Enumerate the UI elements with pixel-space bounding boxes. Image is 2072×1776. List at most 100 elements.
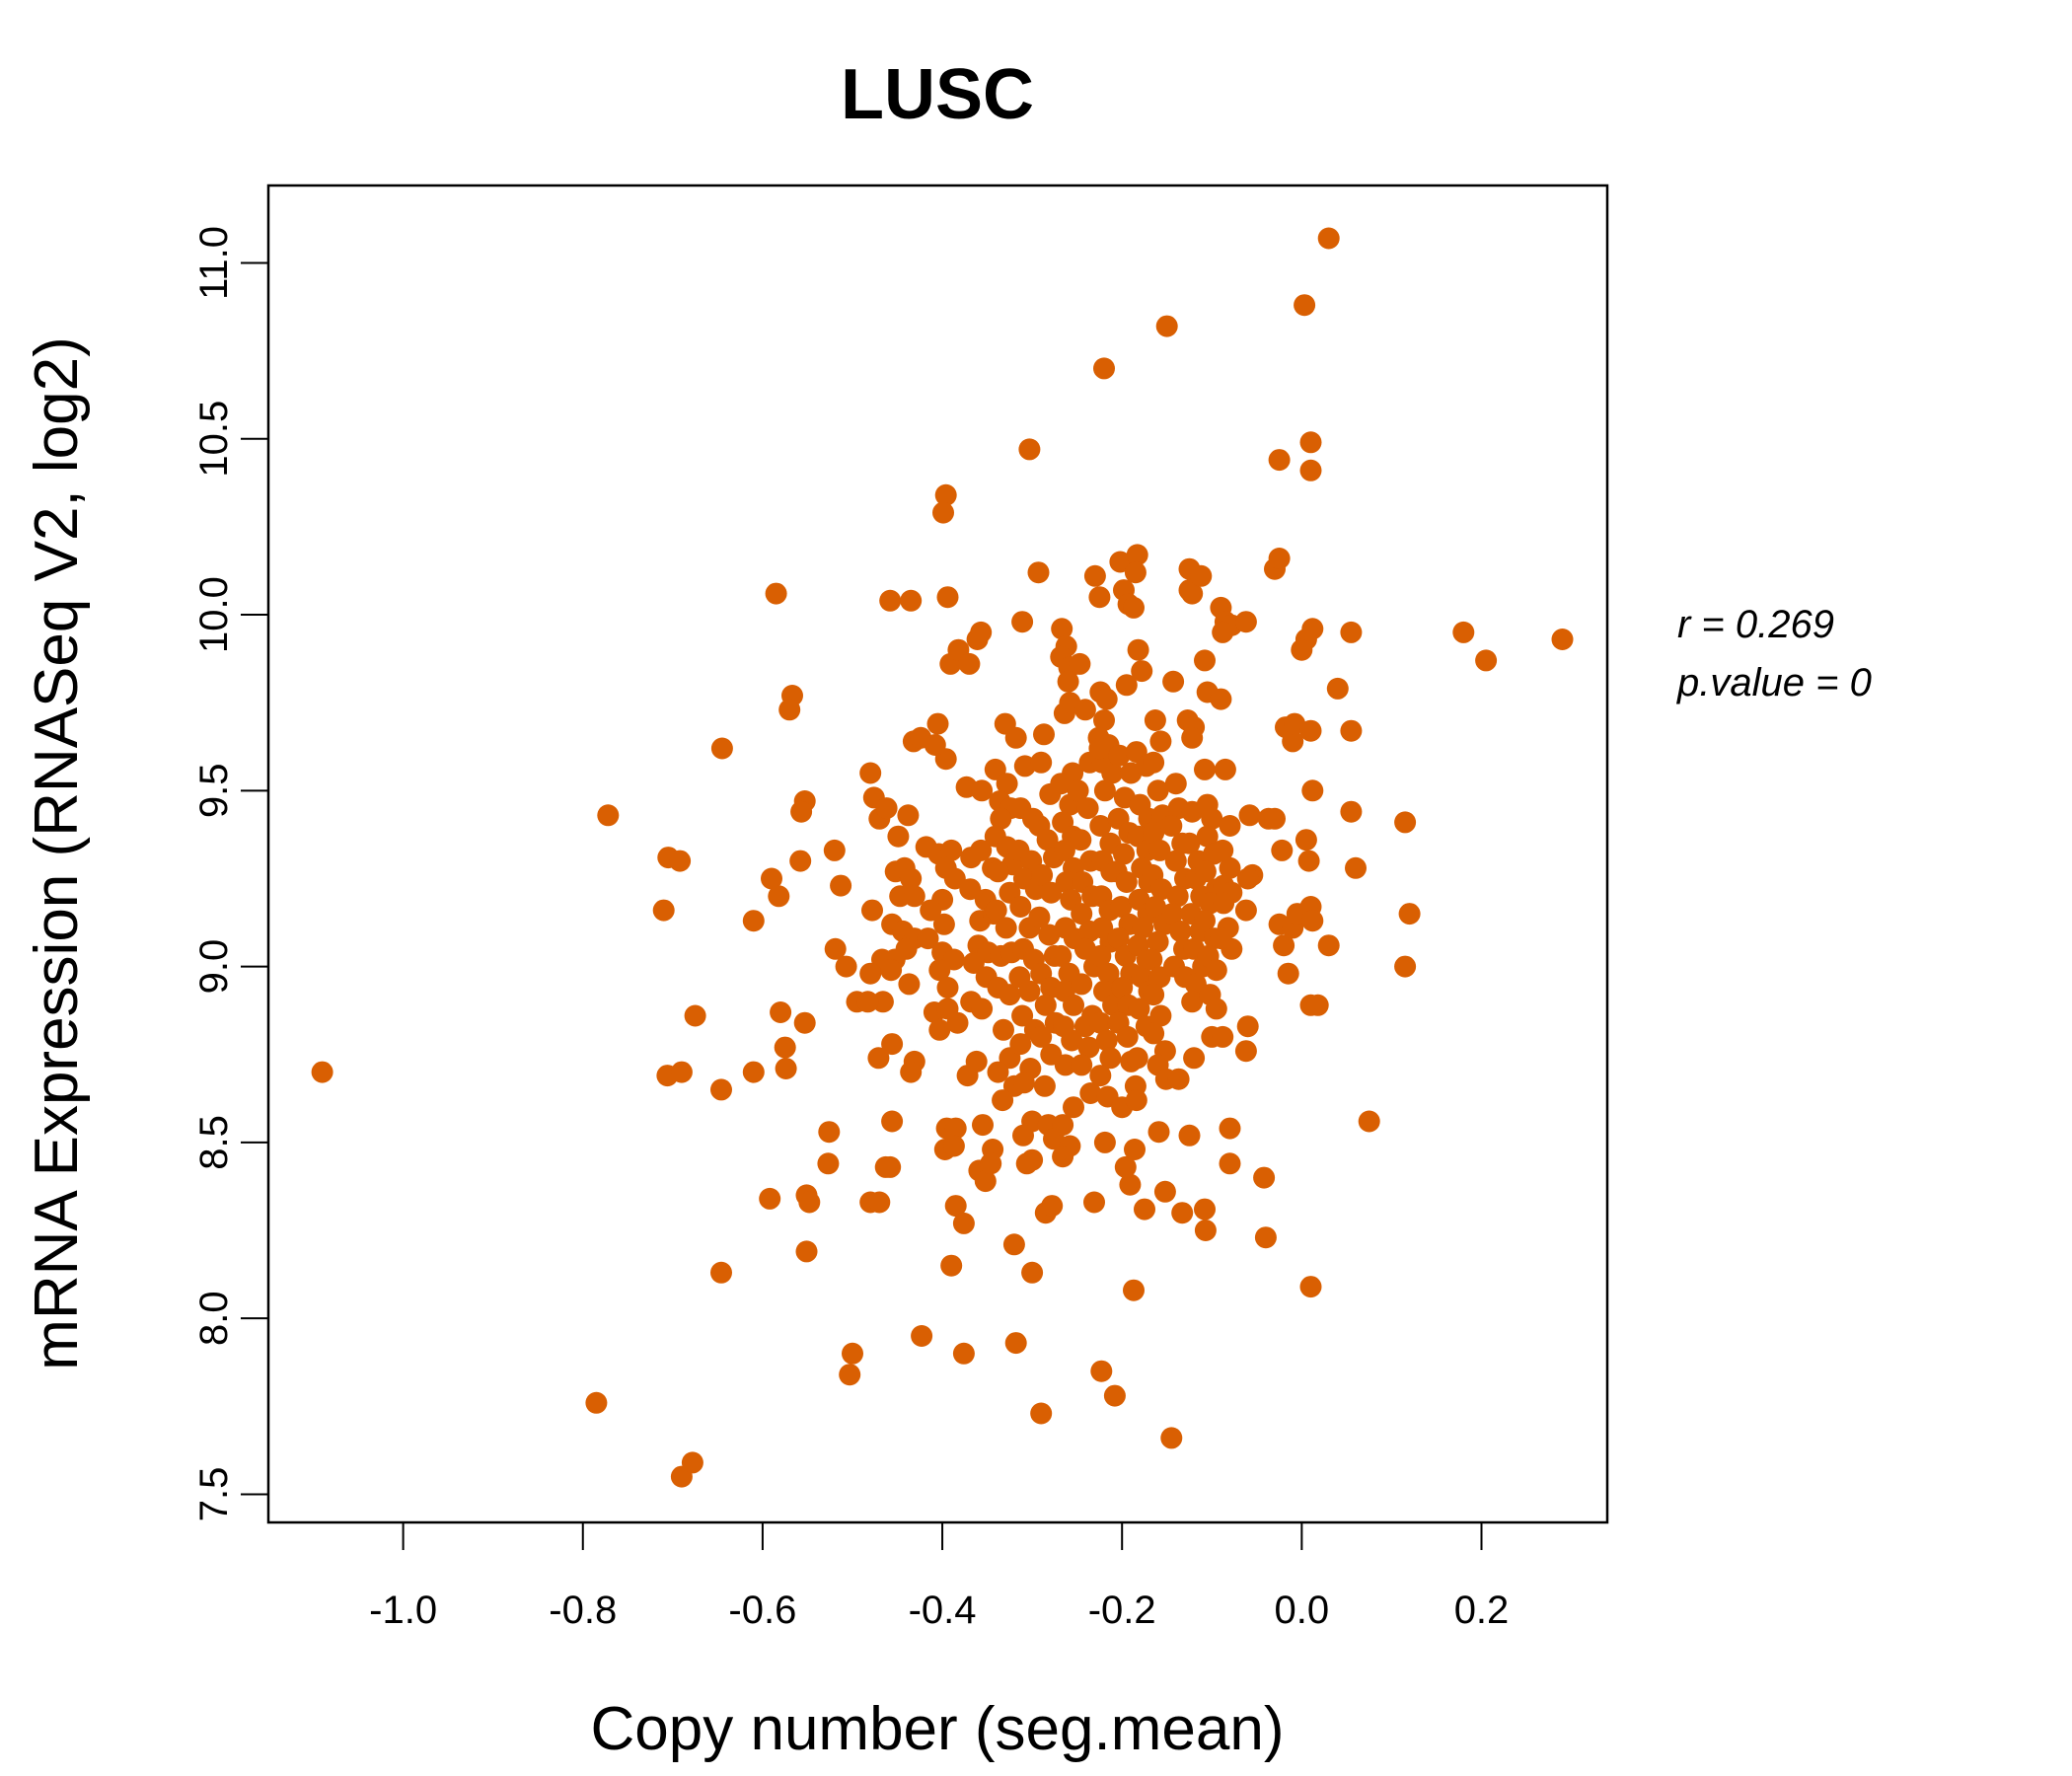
data-point	[1002, 1233, 1025, 1256]
data-point	[1115, 674, 1138, 697]
data-point	[1394, 811, 1417, 834]
data-point	[1178, 832, 1201, 854]
data-point	[1012, 1072, 1035, 1094]
data-point	[1149, 730, 1172, 753]
data-point	[1053, 839, 1075, 861]
data-point	[1054, 1054, 1076, 1076]
data-point	[944, 1195, 967, 1218]
data-point	[1149, 1004, 1172, 1027]
data-point	[1166, 885, 1189, 908]
data-point	[798, 1191, 821, 1214]
data-point	[1009, 1033, 1032, 1056]
data-point	[1093, 709, 1115, 731]
data-point	[1015, 1152, 1038, 1175]
data-point	[1268, 548, 1291, 569]
data-point	[1210, 688, 1232, 710]
data-point	[1030, 1402, 1053, 1425]
data-point	[1004, 1332, 1027, 1355]
data-point	[1164, 773, 1187, 795]
data-point	[952, 1342, 975, 1365]
data-point	[1213, 892, 1235, 915]
data-point	[1071, 973, 1093, 996]
data-point	[1107, 927, 1130, 950]
data-point	[1234, 899, 1257, 922]
data-point	[1326, 677, 1349, 700]
data-point	[970, 621, 993, 643]
data-point	[1317, 934, 1340, 957]
data-point	[900, 1061, 923, 1083]
data-point	[742, 910, 765, 932]
data-point	[1219, 1117, 1241, 1140]
data-point	[1125, 1089, 1147, 1112]
data-point	[1013, 755, 1036, 777]
data-point	[585, 1391, 608, 1414]
data-point	[670, 1061, 693, 1083]
data-point	[887, 825, 910, 848]
data-point	[1009, 896, 1032, 918]
data-point	[990, 807, 1012, 830]
data-point	[1236, 867, 1259, 890]
data-point	[1041, 1195, 1064, 1218]
data-point	[1160, 1427, 1183, 1449]
data-point	[911, 1325, 933, 1347]
data-point	[970, 839, 993, 861]
data-point	[1123, 1279, 1145, 1301]
data-point	[1034, 994, 1057, 1016]
data-point	[1077, 1036, 1100, 1059]
data-point	[1109, 551, 1132, 573]
data-point	[1306, 994, 1329, 1016]
data-point	[1119, 1173, 1142, 1196]
data-point	[936, 977, 959, 999]
x-tick-label: 0.2	[1454, 1589, 1510, 1632]
data-point	[1090, 1360, 1113, 1382]
data-point	[1143, 751, 1165, 774]
data-point	[1028, 906, 1051, 928]
data-point	[1299, 719, 1322, 742]
data-point	[793, 1011, 816, 1034]
data-point	[761, 867, 782, 890]
data-point	[1018, 438, 1041, 461]
data-point	[1089, 815, 1112, 837]
data-point	[1093, 357, 1115, 380]
data-point	[1033, 1074, 1056, 1097]
data-point	[1277, 962, 1299, 985]
data-point	[1143, 984, 1165, 1006]
data-point	[1018, 980, 1041, 1002]
data-point	[1057, 670, 1079, 693]
data-point	[1089, 944, 1112, 967]
data-point	[789, 850, 812, 872]
data-point	[980, 1152, 1002, 1175]
data-point	[1210, 927, 1232, 950]
data-point	[1271, 839, 1294, 861]
data-point	[311, 1061, 333, 1083]
data-point	[1110, 896, 1133, 918]
data-point	[1052, 1114, 1074, 1137]
data-point	[993, 1018, 1014, 1041]
data-point	[1358, 1110, 1380, 1133]
data-point	[1268, 449, 1291, 472]
data-point	[684, 1004, 706, 1027]
data-point	[1194, 758, 1216, 780]
data-point	[839, 1364, 861, 1386]
data-point	[1153, 1180, 1176, 1203]
data-point	[926, 712, 949, 735]
data-point	[1093, 1131, 1116, 1153]
data-point	[1123, 596, 1145, 619]
data-point	[1132, 917, 1154, 939]
data-point	[987, 1061, 1009, 1083]
data-point	[1124, 561, 1147, 584]
data-point	[1113, 843, 1135, 865]
data-point	[1115, 871, 1138, 893]
y-tick-label: 8.0	[192, 1291, 236, 1346]
data-point	[1099, 1047, 1122, 1070]
data-point	[900, 867, 923, 890]
data-point	[790, 800, 813, 823]
data-point	[710, 1078, 732, 1101]
data-point	[944, 1117, 967, 1140]
data-point	[1040, 881, 1063, 904]
data-point	[1055, 871, 1077, 893]
data-point	[1069, 652, 1091, 675]
data-point	[1108, 744, 1131, 767]
data-point	[1103, 1384, 1126, 1407]
data-point	[1161, 903, 1184, 925]
